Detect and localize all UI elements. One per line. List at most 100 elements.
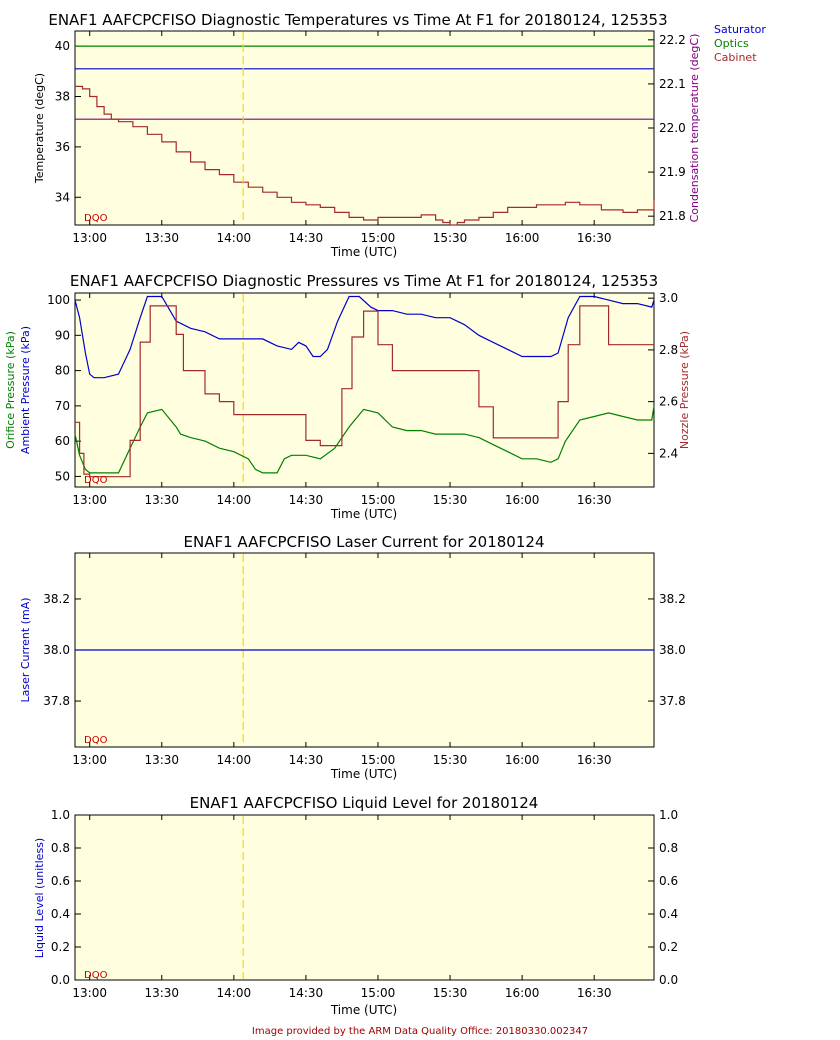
x-tick-label: 16:30 xyxy=(577,986,612,1000)
y-tick-label-right: 0.4 xyxy=(659,907,678,921)
y-tick-label-right: 22.1 xyxy=(659,77,686,91)
y-tick-label-right: 0.6 xyxy=(659,874,678,888)
x-tick-label: 13:30 xyxy=(144,493,179,507)
x-tick-label: 13:00 xyxy=(72,986,107,1000)
temperature-panel: ENAF1 AAFCPCFISO Diagnostic Temperatures… xyxy=(33,11,766,259)
y-tick-label: 40 xyxy=(55,39,70,53)
x-tick-label: 15:00 xyxy=(361,493,396,507)
y-tick-label: 90 xyxy=(55,328,70,342)
legend-cabinet: Cabinet xyxy=(714,51,757,64)
y-tick-label: 38.2 xyxy=(43,592,70,606)
y-tick-label: 0.0 xyxy=(51,973,70,987)
x-tick-label: 15:30 xyxy=(433,493,468,507)
y-tick-label-right: 2.6 xyxy=(659,395,678,409)
ambient-y-axis-label: Ambient Pressure (kPa) xyxy=(19,326,32,454)
orifice-y-axis-label: Orifice Pressure (kPa) xyxy=(4,331,17,449)
y-tick-label: 38.0 xyxy=(43,643,70,657)
x-tick-label: 15:00 xyxy=(361,753,396,767)
pressure-dqo-flag: DQO xyxy=(84,475,108,486)
ambient-pressure-line xyxy=(74,295,655,379)
x-tick-label: 16:00 xyxy=(505,986,540,1000)
y-tick-label: 37.8 xyxy=(43,694,70,708)
x-tick-label: 13:30 xyxy=(144,986,179,1000)
laser-marks: 13:00 13:30 14:00 14:30 15:00 15:30 16:00 16:30… xyxy=(43,553,686,767)
pressure-plot-area xyxy=(74,292,655,488)
nozzle-pressure-line xyxy=(75,305,654,478)
x-tick-label: 16:30 xyxy=(577,231,612,245)
y-tick-label: 0.8 xyxy=(51,841,70,855)
x-tick-label: 15:00 xyxy=(361,986,396,1000)
legend-saturator: Saturator xyxy=(714,23,766,36)
x-tick-label: 16:30 xyxy=(577,493,612,507)
liquid-chart-title: ENAF1 AAFCPCFISO Liquid Level for 201801… xyxy=(190,794,539,812)
temperature-marks: 13:00 13:30 14:00 14:30 15:00 15:30 16:00 16:30… xyxy=(55,31,686,245)
temperature-x-axis-label: Time (UTC) xyxy=(330,245,397,259)
pressure-marks: 13:00 13:30 14:00 14:30 15:00 15:30 16:00 16:30… xyxy=(47,291,678,507)
nozzle-y-axis-label: Nozzle Pressure (kPa) xyxy=(678,331,691,449)
legend-optics: Optics xyxy=(714,37,749,50)
y-tick-label-right: 38.0 xyxy=(659,643,686,657)
y-tick-label-right: 1.0 xyxy=(659,808,678,822)
x-tick-label: 13:00 xyxy=(72,231,107,245)
pressure-chart-title: ENAF1 AAFCPCFISO Diagnostic Pressures vs… xyxy=(70,272,658,290)
x-tick-label: 14:00 xyxy=(217,753,252,767)
x-tick-label: 14:00 xyxy=(217,493,252,507)
y-tick-label-right: 0.8 xyxy=(659,841,678,855)
y-tick-label: 1.0 xyxy=(51,808,70,822)
liquid-dqo-flag: DQO xyxy=(84,970,108,981)
y-tick-label: 34 xyxy=(55,190,70,204)
laser-chart-title: ENAF1 AAFCPCFISO Laser Current for 20180… xyxy=(184,533,545,551)
x-tick-label: 16:00 xyxy=(505,753,540,767)
y-tick-label-right: 3.0 xyxy=(659,291,678,305)
x-tick-label: 15:30 xyxy=(433,753,468,767)
x-tick-label: 15:30 xyxy=(433,231,468,245)
x-tick-label: 14:00 xyxy=(217,986,252,1000)
liquid-y-axis-label: Liquid Level (unitless) xyxy=(33,838,46,958)
laser-panel: ENAF1 AAFCPCFISO Laser Current for 20180… xyxy=(19,533,686,781)
y-tick-label-right: 37.8 xyxy=(659,694,686,708)
x-tick-label: 13:00 xyxy=(72,753,107,767)
temperature-chart-title: ENAF1 AAFCPCFISO Diagnostic Temperatures… xyxy=(48,11,667,29)
y-tick-label-right: 22.0 xyxy=(659,121,686,135)
x-tick-label: 16:00 xyxy=(505,493,540,507)
laser-x-axis-label: Time (UTC) xyxy=(330,767,397,781)
y-tick-label-right: 2.4 xyxy=(659,446,678,460)
y-tick-label-right: 0.0 xyxy=(659,973,678,987)
y-tick-label-right: 2.8 xyxy=(659,343,678,357)
liquid-plot-area xyxy=(74,814,655,981)
y-tick-label-right: 38.2 xyxy=(659,592,686,606)
temperature-y-axis-label: Temperature (degC) xyxy=(33,73,46,184)
y-tick-label: 100 xyxy=(47,293,70,307)
y-tick-label-right: 21.9 xyxy=(659,165,686,179)
y-tick-label: 60 xyxy=(55,434,70,448)
pressure-panel: ENAF1 AAFCPCFISO Diagnostic Pressures vs… xyxy=(4,272,691,521)
liquid-marks: 13:00 13:30 14:00 14:30 15:00 15:30 16:00 16:30… xyxy=(51,808,678,1000)
orifice-pressure-line xyxy=(74,405,655,474)
x-tick-label: 13:30 xyxy=(144,753,179,767)
y-tick-label: 70 xyxy=(55,399,70,413)
pressure-x-axis-label: Time (UTC) xyxy=(330,507,397,521)
x-tick-label: 14:30 xyxy=(289,753,324,767)
y-tick-label: 36 xyxy=(55,140,70,154)
x-tick-label: 13:00 xyxy=(72,493,107,507)
y-tick-label: 0.4 xyxy=(51,907,70,921)
y-tick-label: 0.6 xyxy=(51,874,70,888)
temperature-plot-area xyxy=(74,30,655,226)
temperature-dqo-flag: DQO xyxy=(84,213,108,224)
laser-dqo-flag: DQO xyxy=(84,735,108,746)
y-tick-label: 38 xyxy=(55,90,70,104)
liquid-x-axis-label: Time (UTC) xyxy=(330,1003,397,1017)
x-tick-label: 14:30 xyxy=(289,493,324,507)
laser-y-axis-label: Laser Current (mA) xyxy=(19,597,32,702)
x-tick-label: 13:30 xyxy=(144,231,179,245)
y-tick-label-right: 22.2 xyxy=(659,33,686,47)
y-tick-label-right: 21.8 xyxy=(659,209,686,223)
y-tick-label: 50 xyxy=(55,469,70,483)
x-tick-label: 14:30 xyxy=(289,231,324,245)
cabinet-line xyxy=(75,85,655,226)
y-tick-label: 0.2 xyxy=(51,940,70,954)
y-tick-label-right: 0.2 xyxy=(659,940,678,954)
y-tick-label: 80 xyxy=(55,364,70,378)
x-tick-label: 16:00 xyxy=(505,231,540,245)
